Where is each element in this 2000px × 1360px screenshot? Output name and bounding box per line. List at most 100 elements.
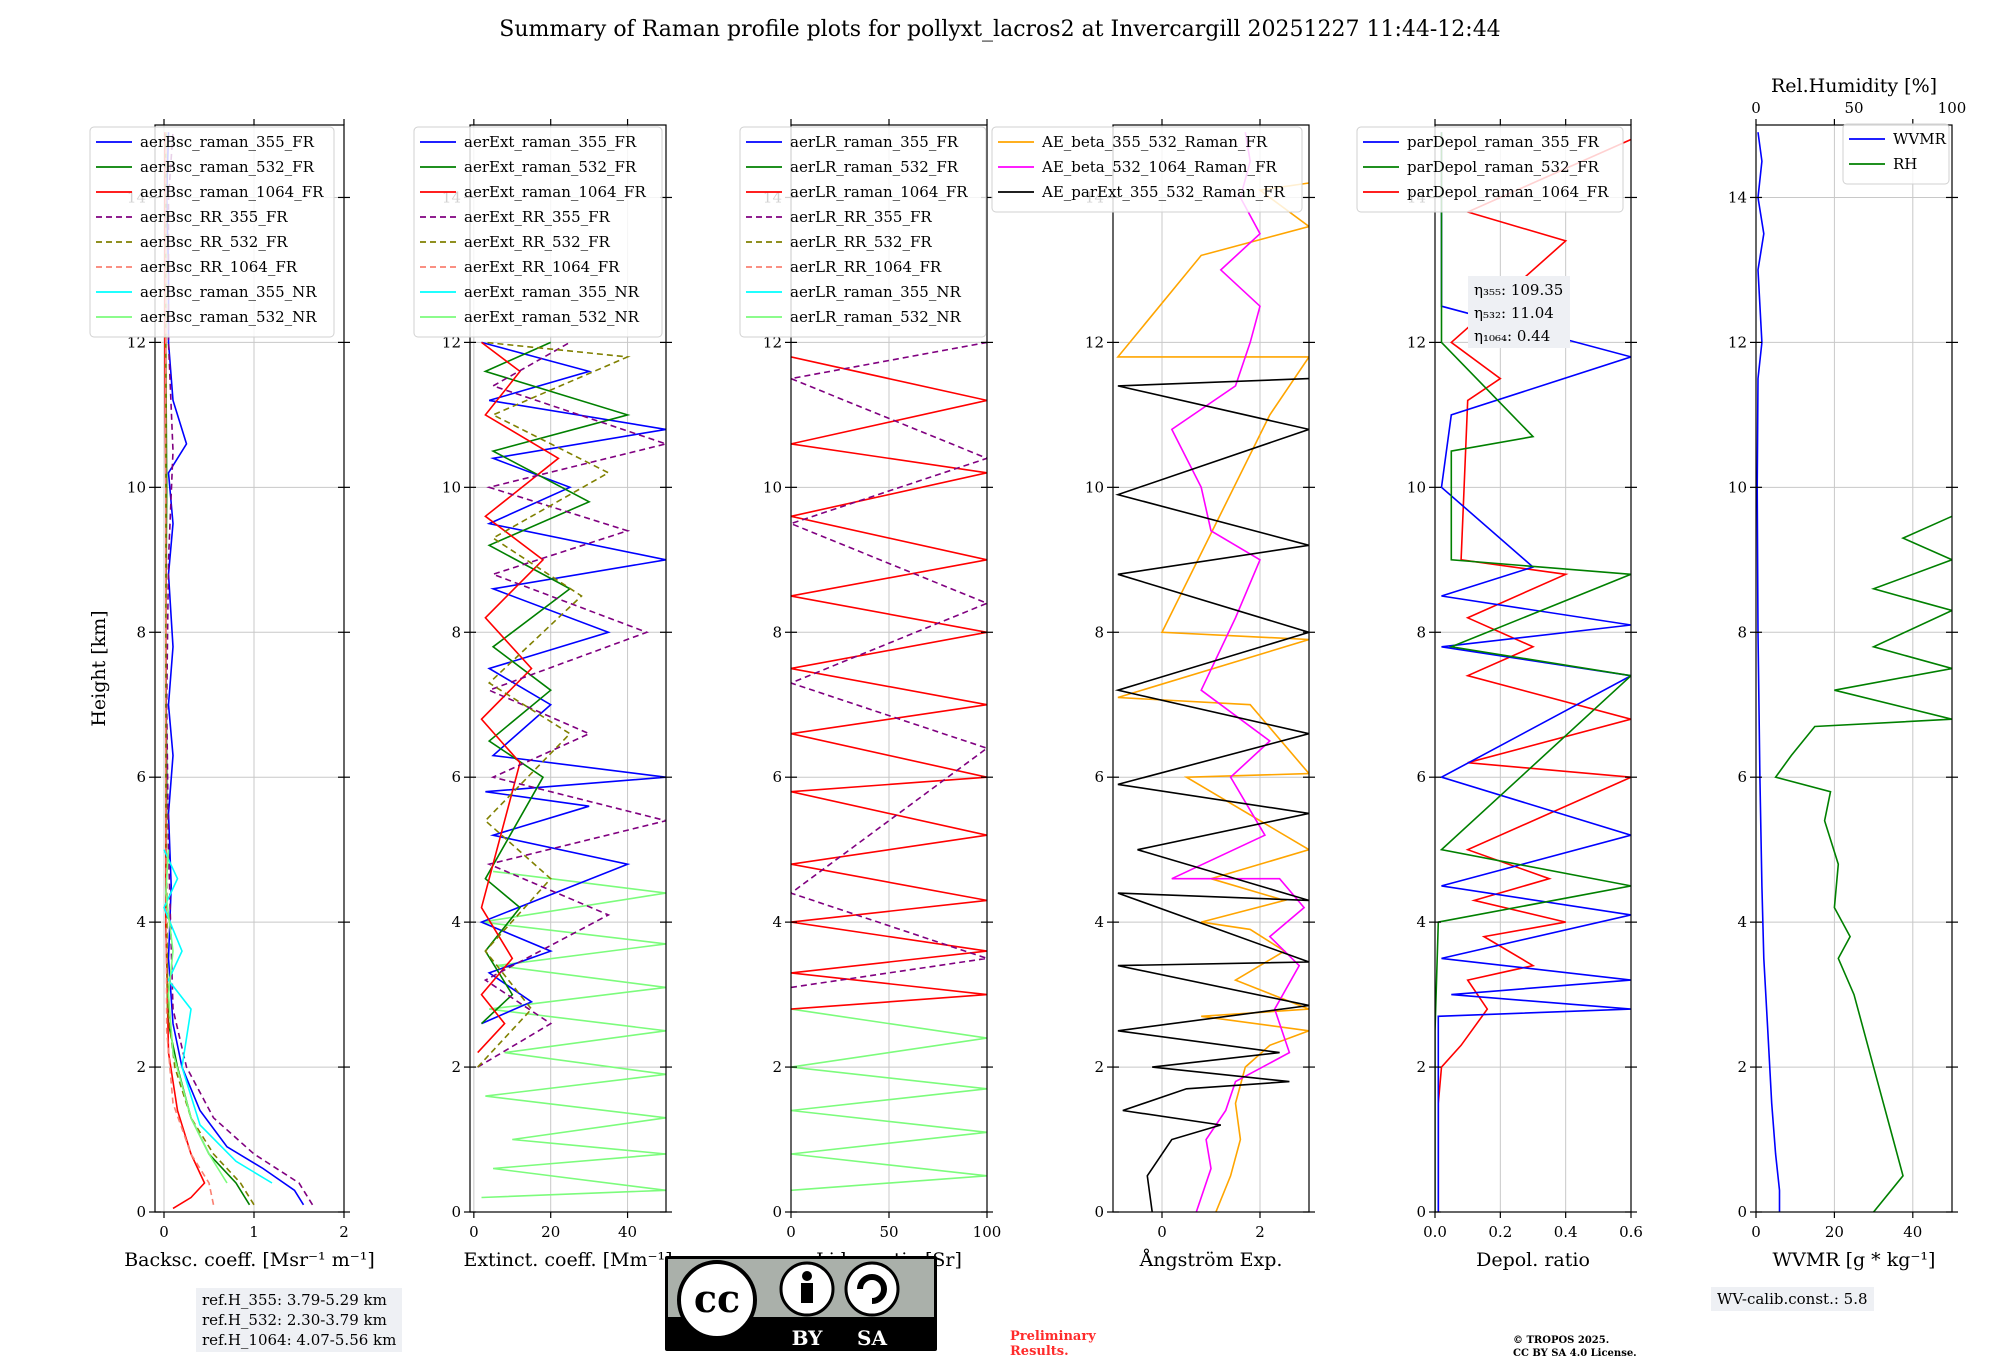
series-line-aerExt_RR_532_FR xyxy=(477,341,631,1068)
preliminary-line-1: Preliminary xyxy=(1010,1329,1096,1344)
y-tick-label: 6 xyxy=(1737,768,1747,786)
panel-lidar_ratio: 02468101214050100Lidar ratio [Sr]aerLR_r… xyxy=(739,119,1002,1271)
legend-entry-label: aerExt_raman_1064_FR xyxy=(464,183,646,201)
legend-entry-label: WVMR xyxy=(1893,130,1947,148)
x-axis-label: Backsc. coeff. [Msr⁻¹ m⁻¹] xyxy=(124,1249,375,1271)
y-tick-label: 10 xyxy=(1085,478,1104,496)
series-line-parDepol_raman_355_FR xyxy=(1437,132,1631,1212)
series-line-aerExt_raman_1064_FR xyxy=(477,341,560,1054)
x-axis-label: Ångström Exp. xyxy=(1139,1249,1283,1271)
x-tick-label: 100 xyxy=(973,1223,1002,1241)
license-by-label: BY xyxy=(792,1326,824,1350)
y-tick-label: 2 xyxy=(136,1058,146,1076)
y-tick-label: 8 xyxy=(1737,623,1747,641)
y-tick-label: 4 xyxy=(136,913,146,931)
y-tick-label: 12 xyxy=(1085,333,1104,351)
panel-backscatter: 02468101214012Backsc. coeff. [Msr⁻¹ m⁻¹]… xyxy=(88,119,375,1271)
x-axis-label: WVMR [g * kg⁻¹] xyxy=(1773,1249,1936,1271)
legend-entry-label: parDepol_raman_532_FR xyxy=(1407,158,1600,176)
legend-entry-label: aerExt_raman_355_NR xyxy=(464,283,640,301)
copyright-line-2: CC BY SA 4.0 License. xyxy=(1513,1348,1637,1359)
y-tick-label: 0 xyxy=(1737,1203,1747,1221)
y-tick-label: 10 xyxy=(1407,478,1426,496)
legend-backscatter: aerBsc_raman_355_FR aerBsc_raman_532_FRae… xyxy=(89,126,335,338)
legend-entry-label: aerLR_raman_1064_FR xyxy=(790,183,968,201)
x-tick-label: 20 xyxy=(541,1223,560,1241)
legend-entry-label: aerBsc_raman_532_FR xyxy=(140,158,315,176)
x-tick-label: 40 xyxy=(1903,1223,1922,1241)
panel-angstrom: 0246810121402Ångström Exp.AE_beta_355_53… xyxy=(991,119,1315,1271)
series-line-aerExt_raman_532_FR xyxy=(480,341,631,1025)
legend-angstrom: AE_beta_355_532_Raman_FR AE_beta_532_1064… xyxy=(991,126,1303,213)
legend-entry-label: aerExt_raman_532_FR xyxy=(464,158,637,176)
y-tick-label: 8 xyxy=(451,623,461,641)
legend-water_vapor: WVMR RH xyxy=(1842,123,1950,185)
series-line-aerLR_raman_532_NR xyxy=(791,1008,987,1192)
x-tick-label: 2 xyxy=(1255,1223,1265,1241)
y-tick-label: 0 xyxy=(1416,1203,1426,1221)
y-tick-label: 0 xyxy=(772,1203,782,1221)
wv-calibration-box: WV-calib.const.: 5.8 xyxy=(1711,1287,1874,1311)
y-axis-label: Height [km] xyxy=(88,610,110,726)
y-tick-label: 2 xyxy=(1094,1058,1104,1076)
y-tick-label: 14 xyxy=(1728,188,1747,206)
ref-height-532: ref.H_532: 2.30-3.79 km xyxy=(202,1311,387,1329)
legend-lidar_ratio: aerLR_raman_355_FR aerLR_raman_532_FR aerL… xyxy=(739,126,987,338)
y-tick-label: 2 xyxy=(772,1058,782,1076)
legend-entry-label: aerLR_raman_532_FR xyxy=(790,158,959,176)
y-tick-label: 0 xyxy=(451,1203,461,1221)
y-tick-label: 10 xyxy=(1728,478,1747,496)
series-line-AE_parExt_355_532_Raman_FR xyxy=(1114,377,1309,1212)
y-tick-label: 4 xyxy=(1737,913,1747,931)
axes-frame xyxy=(469,124,667,1213)
legend-depolarization: parDepol_raman_355_FR parDepol_raman_532_… xyxy=(1356,126,1624,213)
series-line-WVMR xyxy=(1756,132,1781,1212)
y-tick-label: 6 xyxy=(772,768,782,786)
x-tick-label: 0 xyxy=(159,1223,169,1241)
axes-frame xyxy=(1112,124,1310,1213)
copyright-line-1: © TROPOS 2025. xyxy=(1513,1335,1610,1346)
series-line-aerExt_RR_355_FR xyxy=(477,341,666,1068)
legend-entry-label: AE_beta_355_532_Raman_FR xyxy=(1041,133,1268,151)
series-line-aerBsc_raman_532_NR xyxy=(164,849,228,1184)
y-tick-label: 8 xyxy=(1094,623,1104,641)
series-line-aerBsc_raman_355_NR xyxy=(163,849,273,1184)
reference-height-box: ref.H_355: 3.79-5.29 km ref.H_532: 2.30-… xyxy=(196,1288,403,1352)
series-line-aerExt_raman_355_FR xyxy=(479,341,666,1025)
x-axis-label: Depol. ratio xyxy=(1476,1249,1590,1271)
legend-entry-label: aerBsc_RR_532_FR xyxy=(140,233,288,251)
cc-logo-text: cc xyxy=(694,1276,740,1321)
legend-entry-label: aerBsc_raman_355_NR xyxy=(140,283,317,301)
y-tick-label: 0 xyxy=(136,1203,146,1221)
y-tick-label: 2 xyxy=(1737,1058,1747,1076)
x-tick-label: 20 xyxy=(1825,1223,1844,1241)
top-x-tick-label: 0 xyxy=(1751,99,1761,117)
copyright-note: © TROPOS 2025. CC BY SA 4.0 License. xyxy=(1513,1334,1637,1360)
y-tick-label: 6 xyxy=(451,768,461,786)
y-tick-label: 2 xyxy=(451,1058,461,1076)
series-line-AE_beta_532_1064_Raman_FR xyxy=(1170,132,1306,1212)
panel-extinction: 0246810121402040Extinct. coeff. [Mm⁻¹]ae… xyxy=(413,119,673,1271)
y-tick-label: 10 xyxy=(442,478,461,496)
top-x-tick-label: 50 xyxy=(1844,99,1863,117)
legend-entry-label: aerLR_RR_1064_FR xyxy=(790,258,942,276)
cc-logo-icon xyxy=(677,1260,757,1340)
legend-entry-label: AE_parExt_355_532_Raman_FR xyxy=(1041,183,1286,201)
legend-entry-label: aerExt_RR_1064_FR xyxy=(464,258,620,276)
y-tick-label: 0 xyxy=(1094,1203,1104,1221)
legend-entry-label: aerLR_raman_355_FR xyxy=(790,133,959,151)
eta-value: η₅₃₂: 11.04 xyxy=(1474,304,1554,322)
axes-frame xyxy=(1755,124,1953,1213)
y-tick-label: 12 xyxy=(763,333,782,351)
x-tick-label: 0 xyxy=(786,1223,796,1241)
legend-extinction: aerExt_raman_355_FR aerExt_raman_532_FRae… xyxy=(413,126,663,338)
panels-group: 0 2 4 6 8 10 12 14 0 12 Backsc. coeff. [Msr⁻¹ m⁻¹]… xyxy=(88,75,1966,1271)
y-tick-label: 6 xyxy=(136,768,146,786)
y-tick-label: 8 xyxy=(136,623,146,641)
x-tick-label: 0.4 xyxy=(1554,1223,1578,1241)
preliminary-results-note: Preliminary Results. xyxy=(1010,1329,1096,1359)
x-tick-label: 2 xyxy=(339,1223,349,1241)
